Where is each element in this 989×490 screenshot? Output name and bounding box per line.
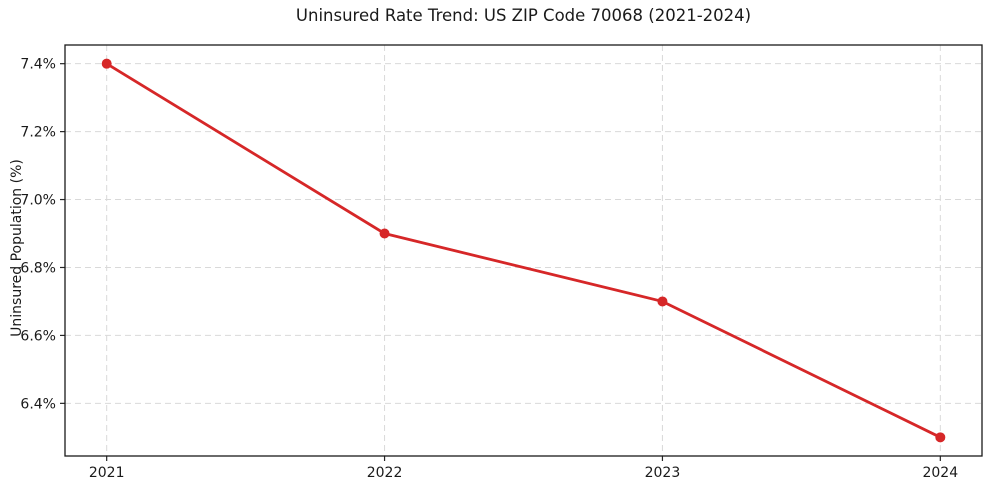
y-tick-label: 6.4%: [20, 396, 56, 412]
data-point: [935, 432, 946, 443]
y-tick-label: 6.8%: [20, 260, 56, 276]
y-tick-label: 7.2%: [20, 125, 56, 141]
data-point: [379, 228, 390, 239]
y-tick-label: 6.6%: [20, 328, 56, 344]
x-tick-label: 2021: [89, 465, 125, 481]
data-line: [105, 62, 942, 439]
data-point: [657, 296, 668, 307]
y-tick-label: 7.0%: [20, 193, 56, 209]
x-tick-label: 2023: [645, 465, 681, 481]
x-tick-label: 2022: [367, 465, 403, 481]
data-point: [101, 58, 112, 69]
chart-title: Uninsured Rate Trend: US ZIP Code 70068 …: [295, 6, 752, 25]
plot-frame: [64, 44, 983, 457]
x-tick-label: 2024: [922, 465, 958, 481]
y-tick-label: 7.4%: [20, 57, 56, 73]
